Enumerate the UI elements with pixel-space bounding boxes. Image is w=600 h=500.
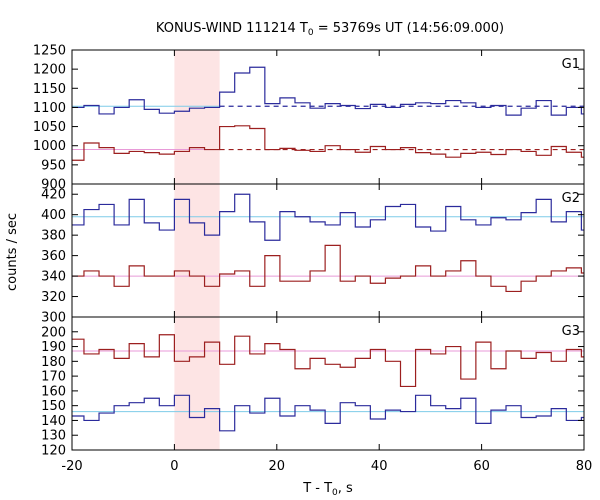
series-G3-red	[72, 334, 584, 388]
y-tick-label-G1: 1000	[33, 139, 66, 154]
series-G2-blue	[72, 193, 584, 241]
y-tick-label-G3: 190	[41, 340, 66, 355]
panel-label-G2: G2	[562, 191, 580, 206]
series-G1-blue	[72, 66, 584, 116]
x-tick-label: 80	[576, 459, 593, 474]
x-tick-label: 20	[269, 459, 286, 474]
y-tick-label-G3: 150	[41, 399, 66, 414]
y-tick-label-G1: 1200	[33, 63, 66, 78]
y-tick-label-G1: 1250	[33, 44, 66, 59]
panel-label-G3: G3	[562, 324, 580, 339]
panel-frame-G1	[71, 49, 585, 185]
y-tick-label-G1: 950	[41, 158, 66, 173]
panel-label-G1: G1	[562, 57, 580, 72]
y-tick-label-G3: 160	[41, 384, 66, 399]
chart-title: KONUS-WIND 111214 T0 = 53769s UT (14:56:…	[156, 21, 504, 38]
y-tick-label-G1: 1150	[33, 82, 66, 97]
series-G3-blue	[72, 394, 584, 432]
y-tick-label-G3: 130	[41, 429, 66, 444]
series-G2-red	[72, 244, 584, 293]
y-tick-label-G3: 200	[41, 325, 66, 340]
x-tick-label: -20	[61, 459, 82, 474]
y-tick-label-G3: 120	[41, 444, 66, 459]
y-tick-label-G2: 380	[41, 229, 66, 244]
panel-frame-G2	[71, 183, 585, 318]
y-tick-label-G2: 300	[41, 311, 66, 326]
x-axis-label: T - T0, s	[302, 481, 353, 498]
panel-frame-G3	[71, 316, 585, 451]
y-tick-label-G2: 400	[41, 208, 66, 223]
x-tick-label: 60	[473, 459, 490, 474]
y-tick-label-G2: 420	[41, 188, 66, 203]
y-tick-label-G2: 320	[41, 290, 66, 305]
y-tick-label-G3: 180	[41, 355, 66, 370]
y-tick-label-G2: 340	[41, 270, 66, 285]
shaded-interval	[174, 50, 220, 450]
y-tick-label-G3: 140	[41, 414, 66, 429]
y-tick-label-G3: 170	[41, 370, 66, 385]
y-tick-label-G2: 360	[41, 249, 66, 264]
y-tick-label-G1: 900	[41, 178, 66, 193]
y-axis-label: counts / sec	[5, 213, 20, 291]
series-G1-red	[72, 125, 584, 161]
plot-layer: 900950100010501100115012001250G130032034…	[33, 44, 592, 475]
x-tick-label: 40	[371, 459, 388, 474]
x-tick-label: 0	[170, 459, 178, 474]
y-tick-label-G1: 1050	[33, 120, 66, 135]
y-tick-label-G1: 1100	[33, 101, 66, 116]
